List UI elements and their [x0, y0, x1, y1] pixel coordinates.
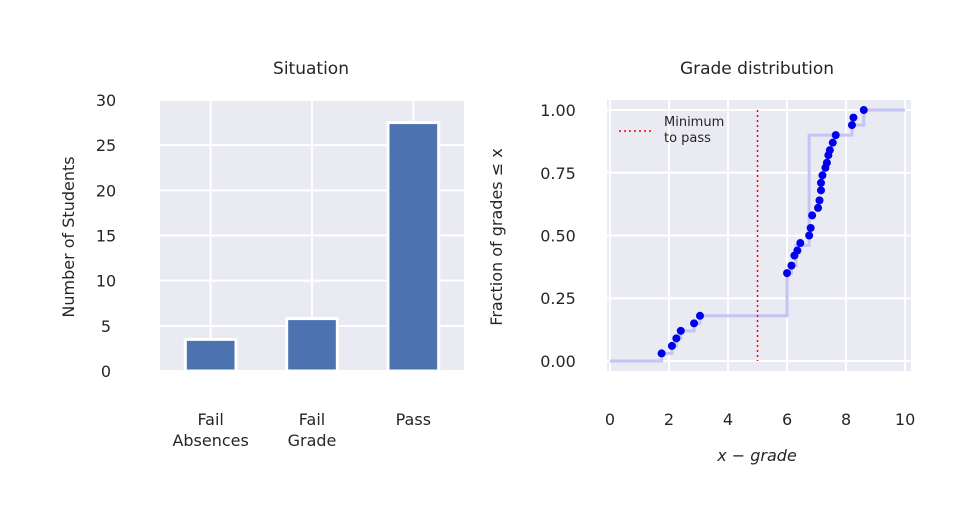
data-point: [815, 196, 824, 205]
data-point: [787, 261, 796, 270]
data-point: [816, 178, 825, 187]
x-tick-label: 8: [841, 410, 851, 429]
x-axis-label: x − grade: [716, 446, 797, 465]
data-point: [690, 319, 699, 328]
y-axis-label: Fraction of grades ≤ x: [487, 148, 506, 325]
x-tick-label: 4: [723, 410, 733, 429]
x-tick-labels: Fail Absences Fail Grade Pass: [172, 410, 431, 450]
y-tick-label: 20: [96, 181, 116, 200]
data-point: [657, 349, 666, 358]
scatter-chart-grade-distribution: 0.00 0.25 0.50 0.75 1.00 0 2 4 6 8 10 Minimum to …: [487, 59, 915, 465]
bar-chart-situation: 0 5 10 15 20 25 30 Fail Absences Fail Grade Pass S…: [59, 59, 464, 450]
data-point: [676, 326, 685, 335]
grid: [607, 100, 911, 371]
data-point: [849, 113, 858, 122]
data-point: [814, 203, 823, 212]
data-point: [822, 158, 831, 167]
data-point: [825, 146, 834, 155]
data-point: [818, 171, 827, 180]
chart-title: Grade distribution: [680, 59, 834, 79]
y-tick-label: 5: [101, 317, 111, 336]
data-point: [805, 231, 814, 240]
x-tick-label: Fail: [197, 410, 223, 429]
data-point: [847, 121, 856, 130]
data-point: [695, 311, 704, 320]
data-point: [793, 246, 802, 255]
legend-label-line-2: to pass: [664, 131, 711, 146]
data-point: [859, 106, 868, 115]
bar: [285, 317, 339, 373]
x-tick-label: 2: [664, 410, 674, 429]
bar: [183, 337, 238, 373]
y-tick-label: 10: [96, 272, 116, 291]
data-point: [806, 223, 815, 232]
chart-title: Situation: [273, 59, 349, 79]
data-points: [657, 106, 868, 358]
data-point: [808, 211, 817, 220]
legend: Minimum to pass: [619, 115, 724, 146]
data-point: [816, 186, 825, 195]
y-tick-label: 0.25: [540, 289, 576, 308]
data-point: [672, 334, 681, 343]
y-axis-label: Number of Students: [59, 156, 78, 317]
x-tick-label: 10: [895, 410, 915, 429]
y-tick-label: 0: [101, 362, 111, 381]
y-tick-label: 30: [96, 91, 116, 110]
data-point: [667, 341, 676, 350]
y-tick-label: 0.75: [540, 164, 576, 183]
bars: [183, 121, 441, 373]
x-tick-labels: 0 2 4 6 8 10: [605, 410, 915, 429]
x-tick-label: 0: [605, 410, 615, 429]
y-tick-label: 15: [96, 227, 116, 246]
y-tick-label: 0.50: [540, 227, 576, 246]
y-tick-label: 25: [96, 136, 116, 155]
y-tick-label: 0.00: [540, 352, 576, 371]
data-point: [828, 138, 837, 147]
y-tick-labels: 0.00 0.25 0.50 0.75 1.00: [540, 101, 576, 371]
x-tick-label: Fail: [299, 410, 325, 429]
bar: [386, 121, 441, 373]
data-point: [796, 239, 805, 248]
y-tick-labels: 0 5 10 15 20 25 30: [96, 91, 116, 381]
x-tick-label: Pass: [396, 410, 431, 429]
x-tick-label: 6: [782, 410, 792, 429]
legend-label-line-1: Minimum: [664, 115, 724, 130]
x-tick-label: Absences: [172, 431, 248, 450]
data-point: [783, 269, 792, 278]
y-tick-label: 1.00: [540, 101, 576, 120]
data-point: [831, 131, 840, 140]
x-tick-label: Grade: [288, 431, 337, 450]
